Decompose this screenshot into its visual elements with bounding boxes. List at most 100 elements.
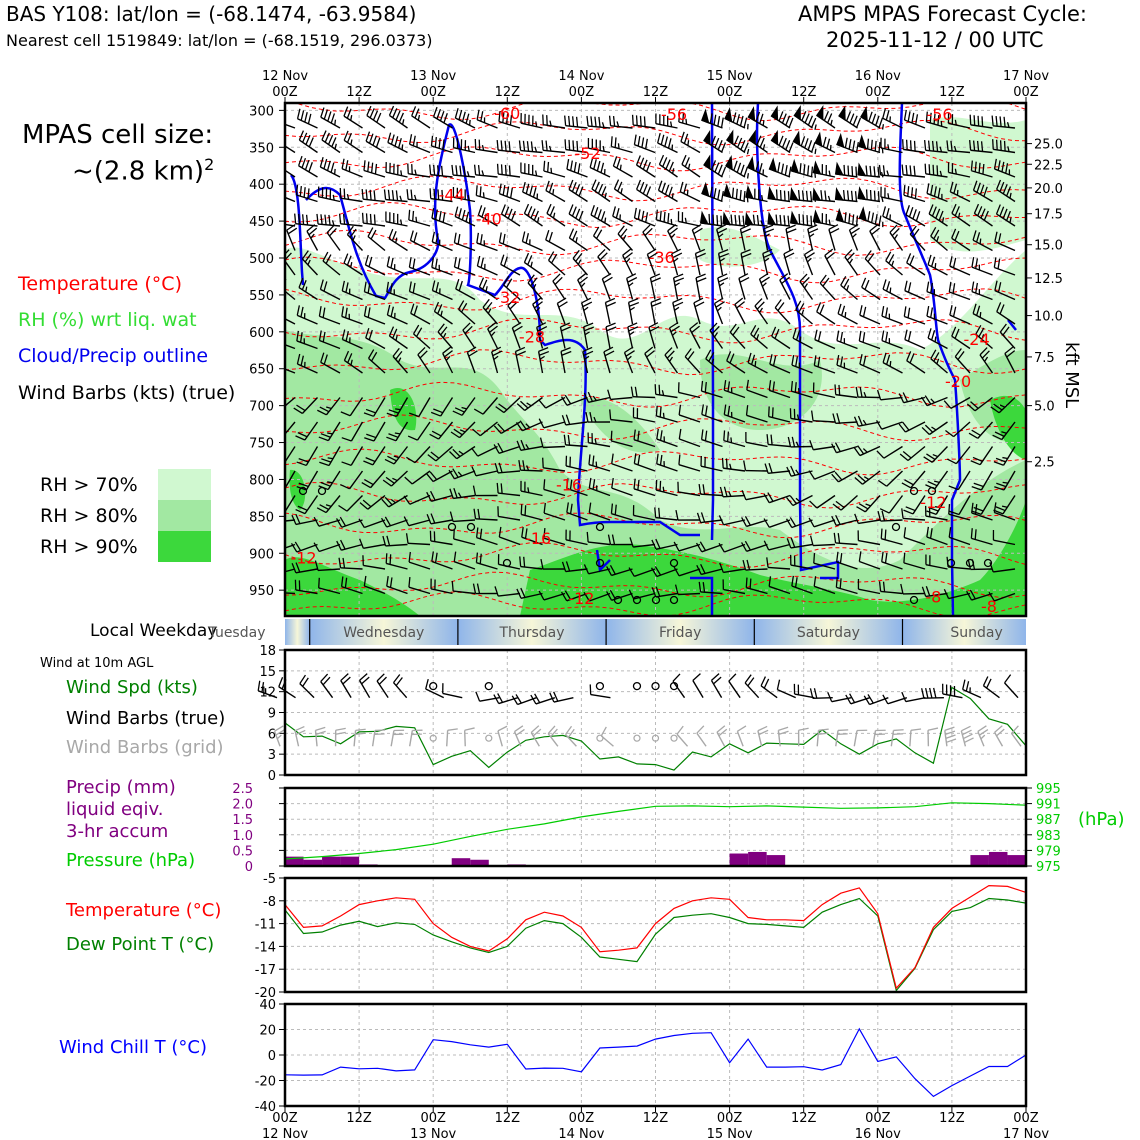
wind-barb	[607, 534, 633, 546]
barb-feather	[612, 116, 616, 127]
wind-barb	[633, 207, 656, 227]
barb-feather	[903, 527, 907, 538]
barb-feather	[479, 553, 482, 564]
barb-feather	[279, 306, 282, 316]
wind-barb	[632, 407, 656, 423]
wind-barb	[437, 323, 454, 349]
barb-feather	[320, 673, 329, 682]
barb-feather	[881, 124, 885, 130]
barb-feather	[330, 162, 335, 173]
temperature-panel: -5-8-11-14-17-20	[255, 872, 1028, 1001]
barb-feather	[367, 227, 374, 237]
barb-feather	[359, 538, 364, 549]
barb-feather	[948, 527, 952, 538]
wind-barb	[882, 108, 903, 129]
barb-feather	[933, 229, 940, 240]
barb-feather	[1002, 208, 1008, 219]
barb-staff	[299, 683, 315, 699]
barb-staff	[407, 542, 431, 546]
barb-feather	[516, 588, 522, 599]
wind-barb	[725, 154, 750, 179]
barb-feather	[884, 552, 888, 564]
wind-barb	[971, 502, 993, 521]
rh-swatch-80	[158, 500, 211, 531]
wind-barb	[649, 273, 661, 300]
barb-feather	[592, 395, 597, 401]
bottom-axis-hour: 12Z	[643, 1111, 669, 1126]
wind-barb	[745, 184, 768, 203]
barb-feather	[939, 146, 943, 153]
barb-feather	[320, 214, 323, 225]
barb-feather	[762, 120, 765, 126]
barb-feather	[746, 173, 750, 179]
wind-barb	[677, 211, 701, 227]
wind-barb	[876, 445, 903, 459]
barb-feather	[543, 502, 546, 514]
wind-barb	[968, 140, 993, 154]
barb-feather	[294, 213, 297, 224]
barb-feather	[1004, 674, 1012, 684]
barb-feather	[723, 486, 728, 497]
wind-barb	[476, 109, 498, 129]
wind-barb	[951, 203, 971, 227]
wind-barb	[993, 446, 1016, 466]
barb-staff	[475, 470, 498, 477]
barb-feather	[601, 186, 607, 197]
rh-80-field	[285, 330, 1026, 616]
wind-barb	[695, 273, 707, 300]
wind-barb	[588, 502, 611, 521]
wind-barb	[949, 305, 971, 325]
barb-feather	[739, 189, 742, 201]
wind-barb	[836, 330, 858, 350]
barb-staff	[482, 397, 499, 415]
barb-feather	[326, 160, 331, 171]
barb-feather	[386, 436, 397, 442]
barb-feather	[603, 346, 614, 353]
barb-feather	[864, 279, 870, 290]
temperature-label: -8	[925, 588, 941, 607]
barb-feather	[723, 380, 727, 391]
barb-feather	[457, 258, 461, 269]
barb-feather	[278, 112, 280, 122]
wind-barb	[949, 256, 971, 276]
barb-feather	[1009, 192, 1012, 199]
barb-feather	[739, 276, 750, 283]
barb-feather	[951, 203, 957, 214]
wind-barb	[770, 105, 794, 129]
barb-feather	[502, 184, 506, 196]
barb-feather	[631, 114, 634, 126]
barb-feather	[953, 145, 957, 152]
wind-barb	[566, 478, 588, 497]
barb-feather	[606, 566, 613, 576]
barb-flag	[793, 105, 801, 121]
barb-feather	[560, 346, 571, 352]
barb-feather	[274, 355, 276, 365]
wind-barb	[290, 541, 318, 553]
wind-barb	[493, 442, 521, 454]
wind-barb	[786, 465, 813, 477]
wind-barb	[672, 273, 685, 300]
barb-feather	[572, 230, 578, 241]
barb-feather	[788, 117, 794, 128]
barb-flag	[857, 162, 867, 177]
wind-barb	[406, 446, 431, 464]
barb-feather	[833, 532, 837, 544]
wind-barb	[405, 533, 431, 546]
barb-feather	[989, 562, 994, 573]
barb-feather	[899, 453, 909, 461]
barb-feather	[498, 232, 502, 243]
barb-feather	[322, 331, 326, 343]
barb-feather	[884, 529, 887, 540]
wind-barb	[716, 224, 728, 251]
wind-barb	[291, 514, 318, 526]
barb-feather	[827, 692, 833, 702]
barb-feather	[1006, 122, 1010, 128]
barb-feather	[709, 322, 718, 331]
wind-barb	[650, 297, 662, 325]
legend-cloud: Cloud/Precip outline	[18, 345, 209, 367]
barb-feather	[674, 282, 680, 287]
wind-barb	[341, 329, 363, 350]
temperature-label: -12	[290, 548, 316, 567]
barb-feather	[433, 408, 444, 414]
